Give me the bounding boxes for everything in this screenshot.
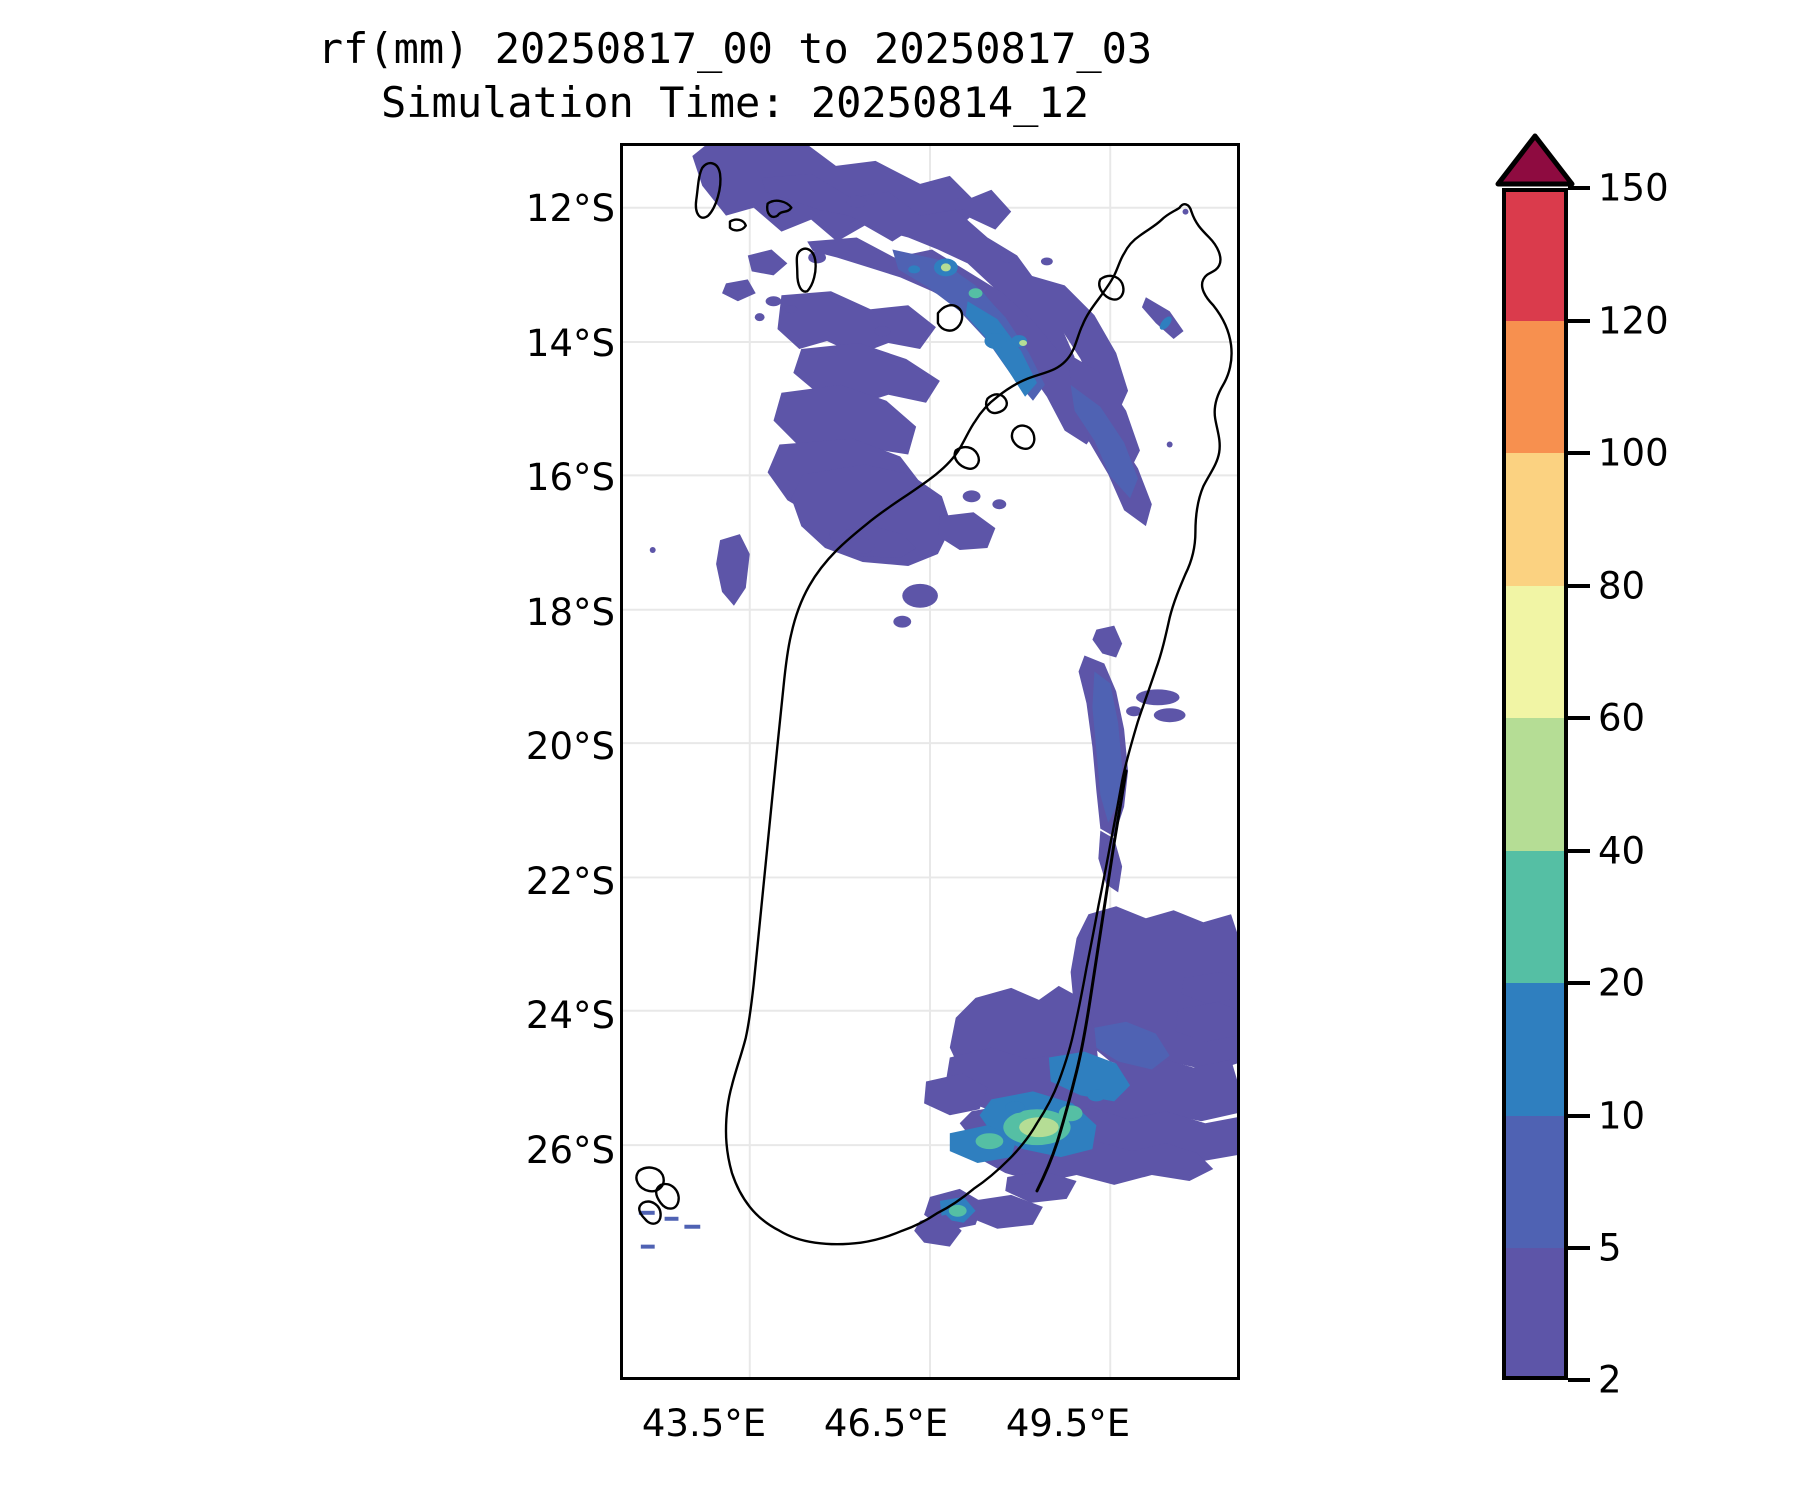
colorbar-extend-arrow-icon <box>1495 133 1575 187</box>
ytick-label-2: 16°S <box>525 456 615 499</box>
colorbar-tick-10 <box>1568 1114 1590 1118</box>
colorbar-segment-5-10 <box>1502 1116 1568 1248</box>
ytick-label-4: 20°S <box>525 725 615 768</box>
colorbar-gradient <box>1502 188 1568 1380</box>
precip-patch-west-17s <box>649 534 750 606</box>
colorbar-segment-10-20 <box>1502 983 1568 1116</box>
colorbar-segment-60-80 <box>1502 586 1568 718</box>
precip-band-east-escarpment <box>1078 625 1186 893</box>
colorbar-segment-2-5 <box>1502 1248 1568 1380</box>
colorbar-tick-5 <box>1568 1246 1590 1250</box>
xtick-label-2: 49.5°E <box>1005 1402 1131 1445</box>
title-line-2: Simulation Time: 20250814_12 <box>380 77 1089 127</box>
xtick-label-1: 46.5°E <box>823 1402 949 1445</box>
colorbar-tick-60 <box>1568 716 1590 720</box>
precipitation-field <box>638 146 1237 1249</box>
colorbar-label-20: 20 <box>1598 961 1646 1005</box>
colorbar-tick-2 <box>1568 1378 1590 1382</box>
ytick-label-3: 18°S <box>525 591 615 634</box>
ytick-label-7: 26°S <box>525 1129 615 1172</box>
colorbar-tick-100 <box>1568 451 1590 455</box>
ytick-label-0: 12°S <box>525 187 615 230</box>
colorbar-label-150: 150 <box>1598 166 1669 210</box>
colorbar-label-40: 40 <box>1598 829 1646 873</box>
precip-specks-southwest <box>638 1210 701 1249</box>
precip-band-northwest <box>692 146 1152 566</box>
colorbar-tick-80 <box>1568 584 1590 588</box>
colorbar-label-80: 80 <box>1598 564 1646 608</box>
colorbar: 150 120 100 80 60 40 20 10 5 2 <box>1490 133 1790 1402</box>
colorbar-label-5: 5 <box>1598 1226 1622 1270</box>
colorbar-tick-40 <box>1568 849 1590 853</box>
precip-cluster-southeast <box>914 906 1237 1247</box>
colorbar-label-100: 100 <box>1598 431 1669 475</box>
map-canvas <box>623 146 1237 1377</box>
ytick-label-1: 14°S <box>525 322 615 365</box>
colorbar-segment-40-60 <box>1502 718 1568 851</box>
colorbar-label-60: 60 <box>1598 696 1646 740</box>
colorbar-label-2: 2 <box>1598 1358 1622 1402</box>
title-line-1: rf(mm) 20250817_00 to 20250817_03 <box>317 24 1153 73</box>
precip-band-northeast-sliver <box>1141 297 1184 340</box>
ytick-label-6: 24°S <box>525 994 615 1037</box>
colorbar-segment-120-150 <box>1502 188 1568 321</box>
colorbar-segment-80-100 <box>1502 453 1568 586</box>
colorbar-label-120: 120 <box>1598 299 1669 343</box>
ytick-label-5: 22°S <box>525 860 615 903</box>
figure-title: rf(mm) 20250817_00 to 20250817_03 Simula… <box>0 22 1470 130</box>
xtick-label-0: 43.5°E <box>641 1402 767 1445</box>
colorbar-tick-120 <box>1568 319 1590 323</box>
colorbar-tick-150 <box>1568 186 1590 190</box>
precip-patch-inland-17s <box>828 526 938 628</box>
colorbar-tick-20 <box>1568 981 1590 985</box>
colorbar-segment-20-40 <box>1502 851 1568 983</box>
coastline <box>635 161 1233 1246</box>
colorbar-segment-100-120 <box>1502 321 1568 453</box>
map-plot-area <box>620 143 1240 1380</box>
colorbar-label-10: 10 <box>1598 1094 1646 1138</box>
